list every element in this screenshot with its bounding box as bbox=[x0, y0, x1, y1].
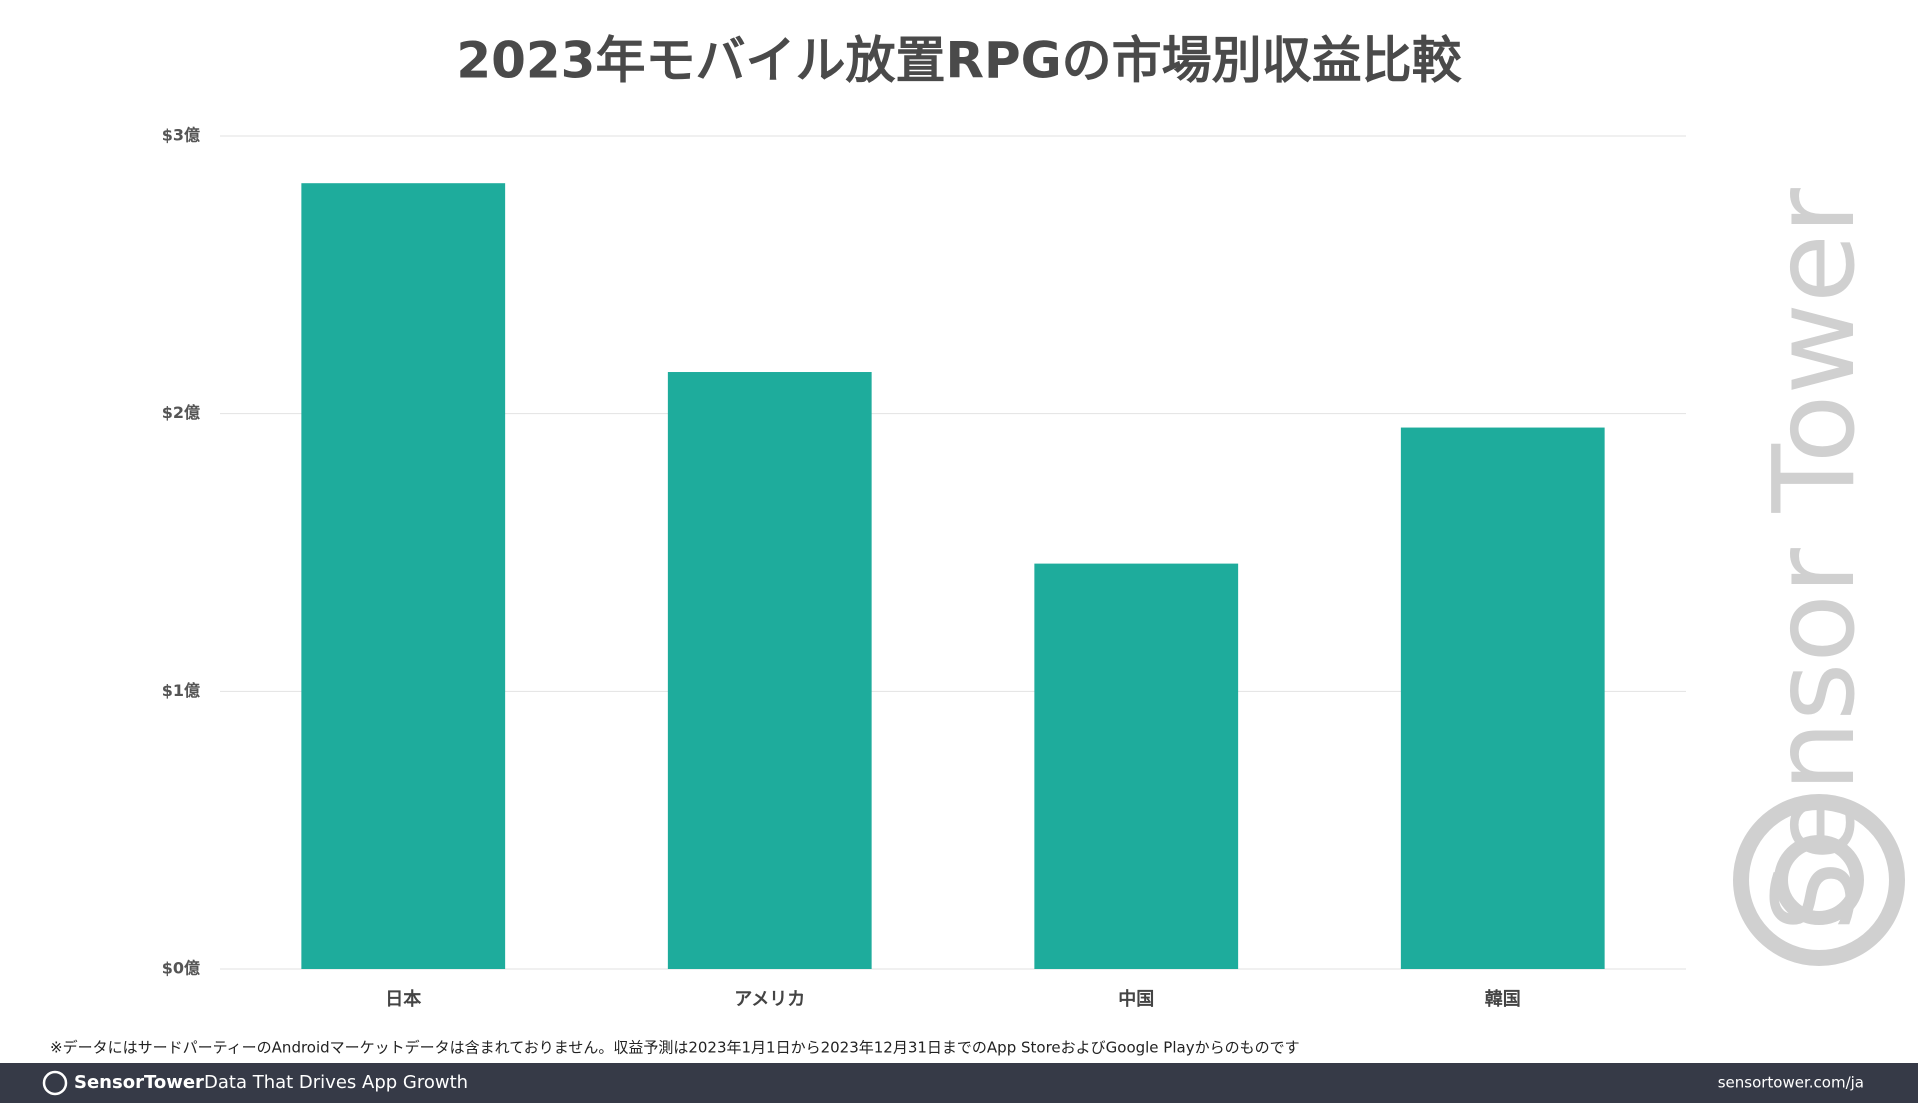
bar bbox=[301, 183, 506, 969]
footer-url: sensortower.com/ja bbox=[1718, 1074, 1864, 1092]
chart-title: 2023年モバイル放置RPGの市場別収益比較 bbox=[456, 32, 1462, 90]
footer-logo bbox=[42, 1070, 68, 1096]
watermark-logo bbox=[1774, 835, 1864, 925]
x-tick-label: アメリカ bbox=[734, 989, 805, 1010]
footer-brand: SensorTower bbox=[74, 1072, 204, 1093]
footer-tagline: Data That Drives App Growth bbox=[204, 1072, 468, 1093]
bar bbox=[667, 372, 872, 969]
footer-bar bbox=[0, 1063, 1918, 1103]
y-tick-label: $2億 bbox=[162, 403, 200, 422]
y-tick-label: $0億 bbox=[162, 959, 200, 978]
x-tick-label: 中国 bbox=[1118, 988, 1154, 1010]
watermark-logo bbox=[1733, 794, 1905, 966]
watermark: Sensor Tower bbox=[1733, 187, 1905, 966]
x-tick-label: 日本 bbox=[385, 988, 421, 1010]
bar bbox=[1034, 563, 1239, 969]
y-tick-label: $1億 bbox=[162, 681, 200, 700]
bar bbox=[1400, 427, 1605, 969]
y-tick-label: $3億 bbox=[162, 126, 200, 145]
footnote: ※データにはサードパーティーのAndroidマーケットデータは含まれておりません… bbox=[50, 1039, 1300, 1057]
x-tick-label: 韓国 bbox=[1485, 988, 1521, 1010]
